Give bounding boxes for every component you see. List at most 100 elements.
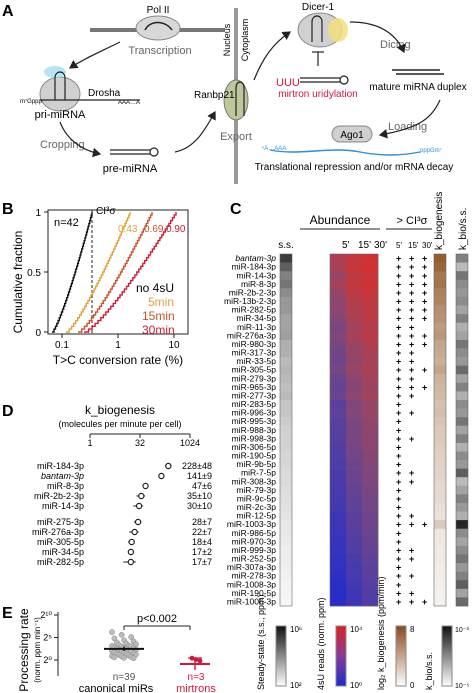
panel-b-ylabel: Cumulative fraction xyxy=(11,231,25,334)
reads-cell xyxy=(330,503,347,512)
mirna-name: miR-2c-3p xyxy=(237,502,276,512)
b-xtick-label: 1 xyxy=(115,340,121,351)
ci-label: CI³σ xyxy=(96,206,116,217)
ci-plus: + xyxy=(396,339,401,349)
ci-plus: + xyxy=(409,434,414,444)
e-ytick-label: 2⁰ xyxy=(43,655,52,665)
mirna-name: miR-995-3p xyxy=(232,416,277,426)
kbio-ss-cell xyxy=(456,348,468,358)
mirna-name: miR-14-3p xyxy=(236,270,276,280)
panel-e: E Processing rate (norm. ppm min⁻¹) 2¹⁰2… xyxy=(2,605,216,693)
canonical-point xyxy=(118,631,125,638)
cdf-no4su xyxy=(52,212,93,333)
kbio-ss-cell xyxy=(456,314,468,323)
d-tick-label: 32 xyxy=(135,438,145,448)
heatmap-row: miR-79-3p + xyxy=(236,485,468,495)
legend-ss-title: Steady-state (s.s., ppm) xyxy=(256,594,266,690)
reads-cell xyxy=(330,331,347,341)
ss-cell xyxy=(280,382,292,392)
kbio-ss-cell xyxy=(456,271,468,281)
kbio-value-label: 141±9 xyxy=(187,471,212,481)
kbio-point xyxy=(131,528,138,536)
kbio-ss-cell xyxy=(456,288,468,298)
ci-plus: + xyxy=(396,485,401,495)
ss-cell xyxy=(280,339,292,349)
heatmap-row: miR-305-5p + + + xyxy=(232,365,468,375)
target-polya-label: ⁿA…AAA xyxy=(262,145,286,152)
reads-cell xyxy=(346,400,363,409)
reads-cell xyxy=(330,460,347,469)
heatmap-row: bantam-3p + + + xyxy=(235,253,468,264)
panel-d: D k_biogenesis (molecules per minute per… xyxy=(2,403,212,567)
mirna-name: miR-996-3p xyxy=(232,408,277,418)
ci-plus: + xyxy=(396,271,401,281)
ci-plus: + xyxy=(396,254,401,264)
kbio-ss-cell xyxy=(456,571,468,581)
repression-label: Translational repression and/or mRNA dec… xyxy=(255,162,454,173)
kbio-cell xyxy=(434,331,446,341)
kbio-cell xyxy=(434,365,446,375)
kbio-cell xyxy=(434,271,446,281)
reads-cell xyxy=(346,563,363,572)
kbio-cell xyxy=(434,451,446,461)
panel-e-yticks: 2¹⁰ 2⁵ 2⁰ xyxy=(40,610,58,665)
reads-cell xyxy=(362,400,379,409)
legend-r-lo: 10⁻⁵ xyxy=(455,683,469,690)
ci-plus: + xyxy=(409,357,414,367)
ci-plus: + xyxy=(396,400,401,410)
ci-plus: + xyxy=(396,563,401,573)
kbio-ss-cell xyxy=(456,494,468,504)
kbio-row: bantam-3p 141±9 xyxy=(41,471,212,481)
mirna-name: miR-34-5p xyxy=(236,313,276,323)
abundance-label: Abundance xyxy=(310,213,371,227)
reads-cell xyxy=(362,408,379,418)
kbio-ss-cell xyxy=(456,296,468,306)
reads-cell xyxy=(362,348,379,358)
reads-cell xyxy=(362,451,379,461)
kbio-point xyxy=(127,558,135,566)
reads-cell xyxy=(346,374,363,384)
heatmap-row: miR-1003-3p + + + xyxy=(227,519,468,530)
ci-plus: + xyxy=(422,520,427,530)
kbio-ss-cell xyxy=(456,511,468,521)
legend-k-hi: 8 xyxy=(410,625,415,634)
fraction-30min: 0.90 xyxy=(166,224,186,235)
canonical-n: n=39 xyxy=(113,672,136,683)
kbio-row: miR-184-3p 228±48 xyxy=(37,461,212,471)
mirtron-label-e: mirtrons xyxy=(176,683,216,693)
ss-cell xyxy=(280,417,292,426)
reads-cell xyxy=(362,262,379,272)
drosha-complex: Drosha m⁷Gppp AAA…A pri-miRNA xyxy=(20,66,140,121)
ss-cell xyxy=(280,425,292,435)
reads-cell xyxy=(346,382,363,392)
ss-cell xyxy=(280,408,292,418)
legend-reads-bar xyxy=(335,625,347,687)
kbio-ss-cell xyxy=(456,357,468,366)
ci-plus: + xyxy=(409,588,414,598)
ci-plus: + xyxy=(409,571,414,581)
kbio-row: miR-14-3p 30±10 xyxy=(42,501,212,511)
dicer-label: Dicer-1 xyxy=(302,2,335,13)
kbio-value-label: 30±10 xyxy=(187,501,212,511)
kbio-point xyxy=(128,538,135,546)
reads-cell xyxy=(362,571,379,581)
fraction-5min: 0.43 xyxy=(118,224,138,235)
kbio-row-name: miR-14-3p xyxy=(42,501,84,511)
kbio-ss-cell xyxy=(456,305,468,315)
ci-plus: + xyxy=(396,580,401,590)
fraction-15min: 0.69 xyxy=(144,224,164,235)
ci-plus: + xyxy=(396,528,401,538)
ss-cell xyxy=(280,262,292,272)
kbio-cell xyxy=(434,537,446,547)
mirna-name: miR-305-5p xyxy=(232,365,277,375)
mirna-name: miR-2b-2-3p xyxy=(229,287,277,297)
kbio-ss-cell xyxy=(456,537,468,547)
ci-plus: + xyxy=(396,288,401,298)
heatmap-row: miR-12-5p + + xyxy=(236,511,468,521)
reads-column-frame xyxy=(329,253,379,607)
reads-cell xyxy=(330,339,347,349)
ci-plus: + xyxy=(396,460,401,470)
heatmap-row: miR-278-3p + + xyxy=(232,571,468,581)
legend-15min: 15min xyxy=(142,309,175,323)
